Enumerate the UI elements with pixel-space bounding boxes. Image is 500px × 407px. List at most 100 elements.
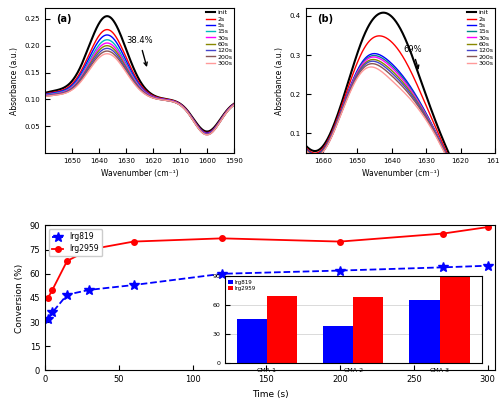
X-axis label: Wavenumber (cm⁻¹): Wavenumber (cm⁻¹) [100, 169, 178, 178]
5s [328, 132, 334, 137]
2s [492, 179, 498, 184]
Text: (a): (a) [56, 14, 72, 24]
Line: Irg819: Irg819 [43, 261, 492, 324]
15s [231, 102, 237, 107]
Irg2959 [484, 225, 490, 230]
300s [104, 51, 110, 56]
120s [104, 46, 110, 51]
120s [382, 65, 388, 70]
init [116, 29, 122, 34]
30s [372, 55, 378, 59]
300s [475, 195, 481, 200]
30s [121, 59, 127, 64]
Irg819 [64, 292, 70, 297]
30s [110, 44, 116, 48]
5s [480, 192, 486, 197]
Y-axis label: Absorbance (a.u.): Absorbance (a.u.) [276, 46, 284, 115]
2s [371, 35, 377, 39]
5s [87, 54, 93, 59]
15s [42, 92, 48, 97]
15s [492, 179, 498, 184]
30s [104, 41, 110, 46]
2s [220, 114, 226, 119]
300s [377, 68, 383, 73]
30s [87, 59, 93, 64]
Line: 2s: 2s [45, 30, 234, 133]
Text: 69%: 69% [403, 45, 422, 69]
60s [480, 193, 486, 197]
60s [121, 61, 127, 66]
Line: 60s: 60s [45, 46, 234, 134]
Irg819 [219, 271, 225, 276]
300s [348, 88, 354, 92]
Irg2959 [86, 247, 92, 252]
Text: (b): (b) [318, 14, 334, 24]
Line: 15s: 15s [306, 55, 495, 196]
init [328, 128, 334, 133]
init [42, 90, 48, 95]
Line: 15s: 15s [45, 40, 234, 134]
5s [492, 179, 498, 184]
300s [492, 180, 498, 185]
Irg819 [440, 265, 446, 270]
5s [121, 54, 127, 59]
60s [220, 116, 226, 120]
200s [377, 64, 383, 69]
60s [475, 194, 481, 199]
30s [328, 133, 334, 138]
Irg2959 [50, 287, 56, 292]
30s [204, 131, 210, 136]
60s [377, 59, 383, 64]
5s [116, 44, 122, 49]
300s [328, 134, 334, 139]
200s [204, 132, 210, 137]
2s [328, 130, 334, 135]
5s [110, 36, 116, 41]
Irg2959 [440, 231, 446, 236]
30s [42, 93, 48, 98]
120s [348, 85, 354, 90]
init [492, 175, 498, 180]
120s [492, 180, 498, 185]
Line: 30s: 30s [45, 43, 234, 134]
2s [382, 35, 388, 40]
200s [328, 134, 334, 139]
120s [116, 55, 122, 60]
120s [110, 49, 116, 54]
30s [370, 55, 376, 59]
200s [110, 51, 116, 56]
5s [348, 82, 354, 87]
Irg819 [50, 310, 56, 315]
200s [369, 61, 375, 66]
300s [68, 88, 74, 93]
15s [104, 37, 110, 42]
init [110, 18, 116, 23]
init [68, 80, 74, 85]
init [87, 41, 93, 46]
60s [370, 57, 376, 62]
15s [348, 83, 354, 88]
200s [382, 68, 388, 72]
X-axis label: Wavenumber (cm⁻¹): Wavenumber (cm⁻¹) [362, 169, 440, 178]
200s [372, 61, 378, 66]
120s [328, 133, 334, 138]
init [348, 70, 354, 75]
120s [475, 195, 481, 199]
200s [116, 57, 122, 62]
5s [204, 131, 210, 136]
15s [382, 57, 388, 62]
120s [231, 103, 237, 107]
2s [204, 130, 210, 135]
15s [377, 55, 383, 59]
30s [475, 194, 481, 199]
Line: 60s: 60s [306, 59, 495, 197]
60s [231, 103, 237, 107]
2s [475, 193, 481, 198]
120s [370, 59, 376, 63]
init [377, 11, 383, 16]
5s [42, 92, 48, 97]
Irg2959 [130, 239, 136, 244]
Y-axis label: Conversion (%): Conversion (%) [15, 263, 24, 333]
60s [116, 53, 122, 58]
Line: 300s: 300s [45, 54, 234, 135]
